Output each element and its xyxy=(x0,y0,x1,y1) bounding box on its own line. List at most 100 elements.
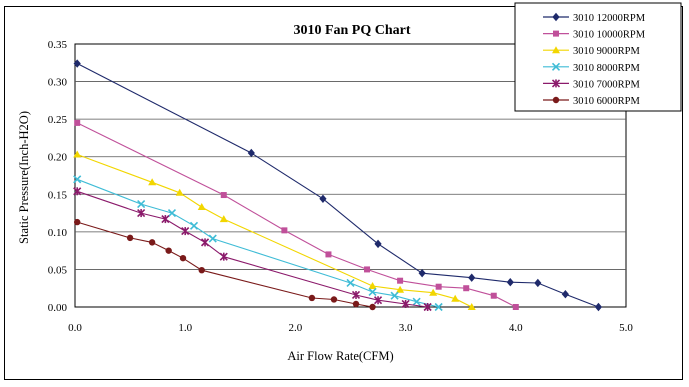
data-point xyxy=(552,12,560,22)
data-point xyxy=(368,281,377,289)
data-point xyxy=(181,227,190,236)
data-point xyxy=(161,215,170,224)
data-point xyxy=(198,266,205,274)
y-tick-label: 0.00 xyxy=(48,302,68,314)
gridlines xyxy=(75,81,626,270)
series xyxy=(73,187,432,312)
x-tick-label: 0.0 xyxy=(68,322,82,334)
data-point xyxy=(412,297,421,306)
data-point xyxy=(346,278,355,288)
data-point xyxy=(137,209,146,218)
legend-item: 3010 9000RPM xyxy=(543,46,640,57)
data-point xyxy=(179,254,187,262)
y-tick-label: 0.25 xyxy=(48,114,68,126)
x-tick-label: 3.0 xyxy=(399,322,413,334)
legend-item: 3010 8000RPM xyxy=(543,62,640,74)
data-point xyxy=(364,266,371,273)
data-point xyxy=(512,304,519,310)
data-point xyxy=(418,268,426,278)
series xyxy=(74,119,519,310)
y-tick-label: 0.05 xyxy=(48,264,68,276)
data-point xyxy=(308,294,316,302)
data-point xyxy=(506,278,514,287)
legend-label: 3010 7000RPM xyxy=(573,79,640,90)
y-tick-label: 0.20 xyxy=(48,152,68,164)
series-line xyxy=(77,221,373,308)
data-point xyxy=(220,192,227,199)
data-point xyxy=(247,148,255,158)
chart-title: 3010 Fan PQ Chart xyxy=(293,23,410,38)
series-line xyxy=(76,63,599,308)
data-point xyxy=(374,239,382,249)
series-line xyxy=(77,153,472,308)
y-tick-labels: 0.00 0.05 0.10 0.15 0.20 0.25 0.30 0.35 xyxy=(48,39,68,314)
x-tick-labels: 0.0 1.0 2.0 3.0 4.0 5.0 xyxy=(68,322,633,334)
legend: 3010 12000RPM 3010 10000RPM 3010 9000RPM 30… xyxy=(514,2,682,112)
data-point xyxy=(330,296,338,303)
series xyxy=(73,175,443,312)
legend-item: 3010 7000RPM xyxy=(543,79,640,90)
series xyxy=(73,59,603,312)
data-point xyxy=(553,30,559,37)
data-point xyxy=(552,96,560,104)
data-point xyxy=(369,303,376,311)
series-line xyxy=(77,178,439,308)
data-point xyxy=(463,285,470,292)
data-point xyxy=(368,287,377,297)
legend-label: 3010 6000RPM xyxy=(573,96,640,107)
x-axis-title: Air Flow Rate(CFM) xyxy=(287,349,393,363)
legend-item: 3010 6000RPM xyxy=(543,96,640,107)
data-point xyxy=(352,300,360,308)
data-point xyxy=(137,199,146,209)
data-point xyxy=(325,251,332,258)
legend-label: 3010 8000RPM xyxy=(573,63,640,74)
data-point xyxy=(490,292,497,299)
series-line xyxy=(76,122,517,308)
series xyxy=(74,218,376,311)
y-tick-label: 0.10 xyxy=(48,227,68,239)
data-point xyxy=(594,302,603,312)
data-point xyxy=(73,59,81,68)
data-point xyxy=(351,290,361,300)
x-tick-label: 5.0 xyxy=(619,322,633,334)
data-point xyxy=(219,215,228,223)
legend-item: 3010 12000RPM xyxy=(543,12,646,24)
data-point xyxy=(534,278,542,288)
data-point xyxy=(467,303,476,310)
data-point xyxy=(434,302,443,312)
data-point xyxy=(73,187,82,196)
data-point xyxy=(148,239,156,246)
data-point xyxy=(74,119,81,126)
data-point xyxy=(74,218,81,226)
data-point xyxy=(551,79,561,88)
data-point xyxy=(73,175,82,184)
data-point xyxy=(401,299,410,309)
data-point xyxy=(552,46,560,54)
legend-box xyxy=(514,2,682,112)
data-point xyxy=(175,188,184,196)
x-tick-label: 4.0 xyxy=(509,322,523,334)
series xyxy=(73,150,476,310)
y-axis-title: Static Pressure(Inch-H2O) xyxy=(17,111,31,244)
data-point xyxy=(73,150,82,158)
data-point xyxy=(396,285,405,293)
data-point xyxy=(561,290,569,299)
data-point xyxy=(148,178,157,186)
data-point xyxy=(373,296,383,305)
data-point xyxy=(423,302,432,312)
legend-label: 3010 10000RPM xyxy=(573,30,646,41)
data-point xyxy=(167,209,177,218)
y-tick-label: 0.35 xyxy=(48,39,68,51)
data-point xyxy=(200,238,210,247)
x-tick-label: 2.0 xyxy=(289,322,303,334)
data-point xyxy=(189,221,199,230)
y-tick-label: 0.15 xyxy=(48,189,68,201)
legend-item: 3010 10000RPM xyxy=(543,30,646,41)
data-point xyxy=(429,288,438,296)
data-point xyxy=(451,294,460,302)
data-point xyxy=(197,203,206,211)
data-point xyxy=(165,247,172,254)
data-point xyxy=(397,277,404,284)
legend-label: 3010 9000RPM xyxy=(573,46,640,57)
